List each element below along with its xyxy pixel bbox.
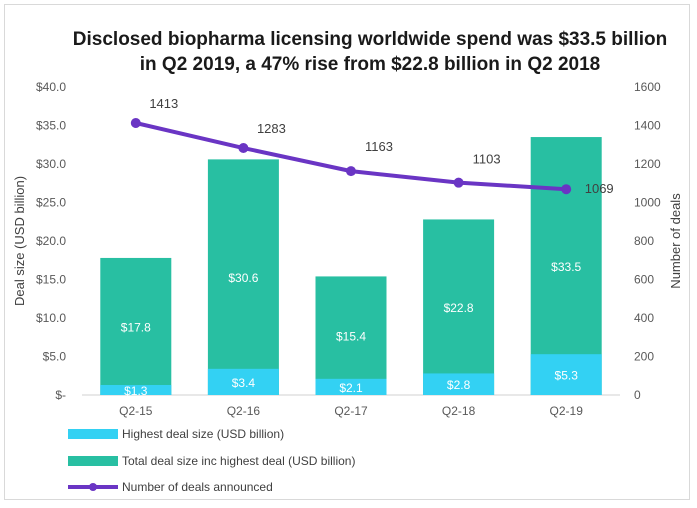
right-tick-label: 200 [634, 350, 654, 364]
left-tick-label: $40.0 [36, 80, 66, 94]
category-label: Q2-15 [119, 404, 153, 418]
total-deal-label: $30.6 [228, 271, 258, 285]
right-tick-label: 600 [634, 273, 654, 287]
highest-deal-bar [207, 368, 279, 395]
right-tick-label: 800 [634, 234, 654, 248]
total-deal-label: $22.8 [444, 301, 474, 315]
total-deal-bar [315, 276, 387, 395]
highest-deal-bar [315, 378, 387, 395]
left-tick-label: $25.0 [36, 196, 66, 210]
right-tick-label: 1400 [634, 119, 661, 133]
right-tick-label: 400 [634, 311, 654, 325]
right-tick-label: 0 [634, 388, 641, 402]
right-axis-title: Number of deals [668, 193, 683, 289]
highest-deal-bar [530, 354, 602, 395]
legend-label-deals: Number of deals announced [122, 480, 273, 494]
chart-title: Disclosed biopharma licensing worldwide … [72, 29, 668, 75]
total-deal-bar [530, 137, 602, 396]
deals-data-label: 1103 [473, 152, 501, 167]
right-tick-label: 1200 [634, 157, 661, 171]
total-deal-bar [207, 159, 279, 395]
deals-marker [561, 184, 572, 195]
legend-label-total: Total deal size inc highest deal (USD bi… [122, 454, 355, 468]
left-tick-label: $20.0 [36, 234, 66, 248]
total-deal-label: $33.5 [551, 260, 581, 274]
right-tick-label: 1000 [634, 196, 661, 210]
deals-marker [130, 117, 141, 128]
legend-swatch-total [68, 456, 118, 466]
deals-data-label: 1069 [585, 181, 614, 196]
deals-data-label: 1283 [257, 121, 286, 136]
total-deal-label: $15.4 [336, 330, 366, 344]
deals-data-label: 1163 [365, 139, 393, 154]
left-tick-label: $35.0 [36, 119, 66, 133]
left-tick-label: $30.0 [36, 157, 66, 171]
highest-deal-label: $5.3 [555, 369, 579, 383]
left-axis-title: Deal size (USD billion) [12, 176, 27, 306]
category-label: Q2-16 [227, 404, 261, 418]
left-tick-label: $5.0 [43, 350, 67, 364]
deals-marker [238, 143, 249, 154]
legend-label-highest: Highest deal size (USD billion) [122, 427, 284, 441]
left-tick-label: $10.0 [36, 311, 66, 325]
category-label: Q2-18 [442, 404, 476, 418]
highest-deal-label: $2.1 [339, 381, 363, 395]
right-tick-label: 1600 [634, 80, 661, 94]
highest-deal-label: $1.3 [124, 384, 148, 398]
category-label: Q2-17 [334, 404, 368, 418]
deals-marker [346, 166, 356, 177]
highest-deal-bar [423, 373, 495, 395]
left-tick-label: $15.0 [36, 273, 66, 287]
left-tick-label: $- [55, 388, 66, 402]
legend-swatch-deals-marker [89, 483, 97, 491]
deals-data-label: 1413 [149, 96, 178, 111]
highest-deal-bar [100, 384, 172, 395]
highest-deal-label: $2.8 [447, 378, 471, 392]
deals-marker [453, 177, 464, 188]
total-deal-bar [100, 257, 172, 395]
highest-deal-label: $3.4 [232, 376, 256, 390]
deals-line [133, 120, 569, 192]
category-label: Q2-19 [550, 404, 584, 418]
total-deal-bar [423, 219, 495, 395]
total-deal-label: $17.8 [121, 320, 151, 334]
legend-swatch-highest [68, 429, 118, 439]
